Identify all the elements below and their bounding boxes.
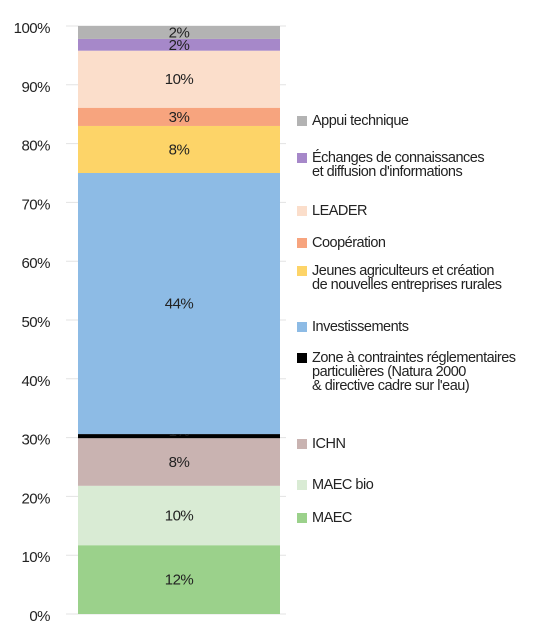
legend-label: Investissements bbox=[312, 319, 409, 335]
y-tick-label: 30% bbox=[21, 432, 50, 449]
bar-segment bbox=[78, 26, 280, 39]
data-label: 3% bbox=[169, 109, 190, 126]
legend-label: Échanges de connaissances et diffusion d… bbox=[312, 150, 485, 180]
legend-label: MAEC bbox=[312, 510, 352, 526]
legend-swatch bbox=[297, 480, 307, 490]
legend-swatch bbox=[297, 266, 307, 276]
bar-segment bbox=[78, 173, 280, 435]
data-label: 10% bbox=[165, 71, 194, 88]
y-tick-label: 10% bbox=[21, 549, 50, 566]
legend-label: MAEC bio bbox=[312, 477, 374, 493]
data-label: 2% bbox=[169, 24, 190, 41]
y-tick-label: 100% bbox=[14, 20, 51, 37]
data-label: 8% bbox=[169, 141, 190, 158]
y-tick-label: 90% bbox=[21, 79, 50, 96]
y-tick-label: 0% bbox=[29, 608, 50, 621]
y-tick-label: 20% bbox=[21, 490, 50, 507]
bar-segment bbox=[78, 125, 280, 173]
data-label: 10% bbox=[165, 507, 194, 524]
y-tick-label: 80% bbox=[21, 138, 50, 155]
legend-swatch bbox=[297, 206, 307, 216]
bar-segment bbox=[78, 434, 280, 439]
legend-label: Zone à contraintes réglementaires partic… bbox=[312, 350, 516, 394]
y-tick-label: 60% bbox=[21, 255, 50, 272]
legend-label: LEADER bbox=[312, 203, 368, 219]
data-label: 12% bbox=[165, 572, 194, 589]
legend-label: Appui technique bbox=[312, 113, 409, 129]
bar-segment bbox=[78, 50, 280, 108]
legend-swatch bbox=[297, 353, 307, 363]
legend-label: Jeunes agriculteurs et création de nouve… bbox=[312, 263, 502, 293]
bar-segment bbox=[78, 545, 280, 614]
y-tick-label: 50% bbox=[21, 314, 50, 331]
bar-segment bbox=[78, 438, 280, 486]
legend-swatch bbox=[297, 322, 307, 332]
bar-segment bbox=[78, 38, 280, 51]
legend-label: Coopération bbox=[312, 235, 386, 251]
legend-swatch bbox=[297, 439, 307, 449]
legend-swatch bbox=[297, 238, 307, 248]
bar-segment bbox=[78, 485, 280, 546]
data-label: 8% bbox=[169, 454, 190, 471]
bar-segment bbox=[78, 107, 280, 126]
legend-label: ICHN bbox=[312, 436, 346, 452]
legend-swatch bbox=[297, 153, 307, 163]
y-tick-label: 70% bbox=[21, 196, 50, 213]
legend-swatch bbox=[297, 116, 307, 126]
data-label: 2% bbox=[169, 37, 190, 54]
legend-swatch bbox=[297, 513, 307, 523]
y-tick-label: 40% bbox=[21, 373, 50, 390]
data-label: 44% bbox=[165, 296, 194, 313]
